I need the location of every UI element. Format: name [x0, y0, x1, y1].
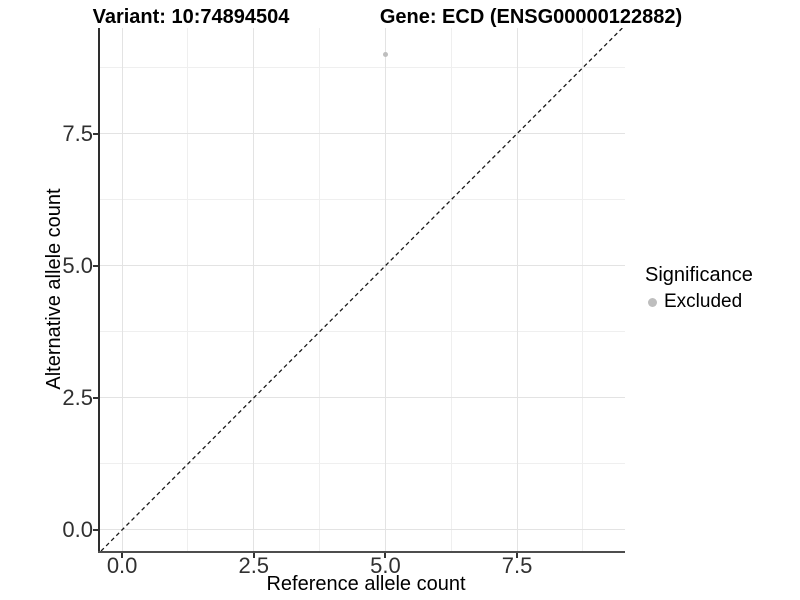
y-axis-line	[98, 28, 100, 553]
grid-major-horizontal	[100, 265, 625, 267]
y-tick-label: 7.5	[62, 120, 93, 146]
grid-minor-vertical	[450, 28, 452, 551]
plot-title-gene: Gene: ECD (ENSG00000122882)	[379, 6, 683, 28]
grid-minor-horizontal	[100, 463, 625, 465]
x-tick-label: 5.0	[370, 553, 401, 578]
legend-item-excluded: Excluded	[645, 291, 753, 313]
grid-minor-vertical	[187, 28, 189, 551]
x-tick-label: 7.5	[501, 553, 533, 578]
x-axis-tick	[252, 553, 255, 558]
legend-key-dot	[648, 297, 657, 307]
grid-minor-horizontal	[100, 67, 625, 69]
grid-major-horizontal	[100, 133, 625, 135]
y-axis-tick	[93, 528, 98, 531]
y-axis-tick	[93, 396, 98, 399]
grid-major-horizontal	[100, 397, 625, 399]
plot-title-variant: Variant: 10:74894504	[92, 6, 290, 28]
grid-minor-vertical	[582, 28, 584, 551]
identity-dashed-line	[100, 28, 623, 551]
data-point-excluded	[382, 51, 388, 57]
x-tick-label: 0.0	[106, 553, 138, 578]
y-axis-title: Alternative allele count	[43, 188, 65, 390]
y-axis-tick	[93, 264, 98, 267]
plot-panel	[100, 28, 625, 551]
y-axis-tick	[93, 132, 98, 135]
y-tick-label: 0.0	[62, 516, 93, 542]
x-axis-title: Reference allele count	[266, 573, 466, 595]
x-tick-label: 2.5	[238, 553, 270, 578]
x-axis-tick	[121, 553, 124, 558]
legend: Significance Excluded	[645, 263, 753, 313]
grid-major-vertical	[121, 28, 123, 551]
grid-minor-horizontal	[100, 331, 625, 333]
legend-item-label: Excluded	[664, 291, 743, 312]
y-tick-label: 2.5	[62, 384, 93, 410]
grid-major-vertical	[253, 28, 255, 551]
legend-title: Significance	[645, 264, 753, 286]
x-axis-tick	[384, 553, 387, 558]
grid-minor-horizontal	[100, 199, 625, 201]
x-axis-tick	[516, 553, 519, 558]
y-tick-label: 5.0	[62, 252, 93, 278]
grid-major-horizontal	[100, 529, 625, 531]
grid-minor-vertical	[319, 28, 321, 551]
grid-major-vertical	[384, 28, 386, 551]
grid-major-vertical	[516, 28, 518, 551]
x-axis-line	[98, 551, 625, 553]
